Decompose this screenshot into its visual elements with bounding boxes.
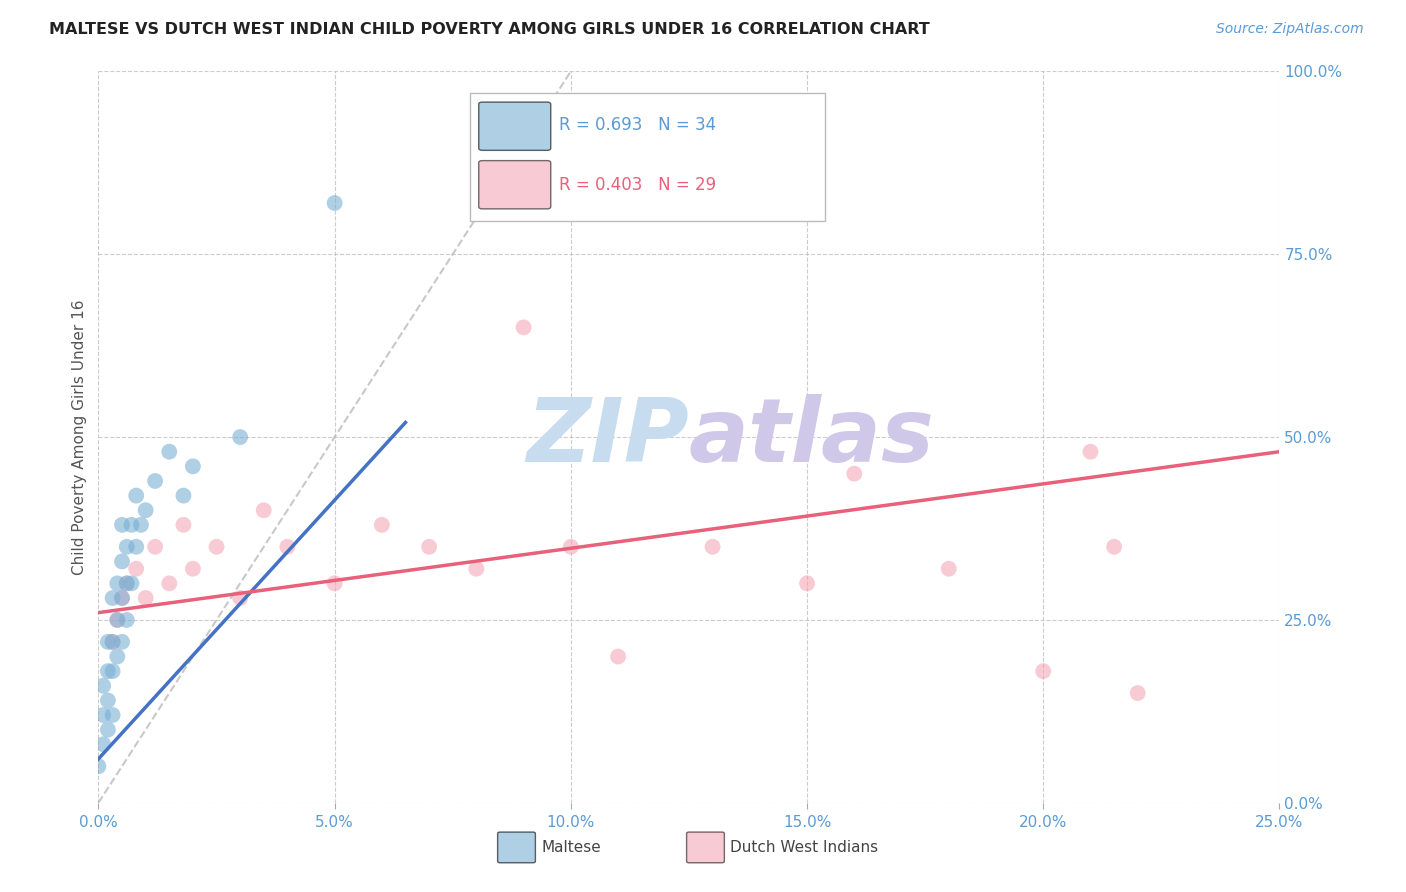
- Point: [105, 613, 128, 627]
- Point: [91, 708, 114, 723]
- Point: [172, 489, 194, 503]
- Point: [111, 517, 134, 532]
- Point: [844, 467, 866, 481]
- Point: [111, 591, 134, 605]
- Text: R = 0.403   N = 29: R = 0.403 N = 29: [560, 176, 716, 194]
- Point: [105, 576, 128, 591]
- Point: [97, 635, 120, 649]
- Point: [97, 664, 120, 678]
- Point: [115, 576, 138, 591]
- Point: [97, 723, 120, 737]
- Point: [135, 591, 157, 605]
- Point: [512, 320, 534, 334]
- Point: [111, 635, 134, 649]
- FancyBboxPatch shape: [471, 94, 825, 221]
- Text: atlas: atlas: [689, 393, 935, 481]
- Text: Source: ZipAtlas.com: Source: ZipAtlas.com: [1216, 22, 1364, 37]
- Point: [125, 562, 148, 576]
- Point: [1126, 686, 1149, 700]
- Point: [91, 679, 114, 693]
- Point: [229, 430, 252, 444]
- Point: [125, 540, 148, 554]
- Point: [125, 489, 148, 503]
- Text: MALTESE VS DUTCH WEST INDIAN CHILD POVERTY AMONG GIRLS UNDER 16 CORRELATION CHAR: MALTESE VS DUTCH WEST INDIAN CHILD POVER…: [49, 22, 929, 37]
- Point: [101, 591, 124, 605]
- Point: [91, 737, 114, 751]
- Point: [121, 517, 143, 532]
- Point: [418, 540, 440, 554]
- FancyBboxPatch shape: [478, 102, 551, 151]
- Point: [1032, 664, 1054, 678]
- Text: ZIP: ZIP: [526, 393, 689, 481]
- Point: [87, 759, 110, 773]
- Text: Maltese: Maltese: [541, 840, 600, 855]
- Point: [135, 503, 157, 517]
- Point: [97, 693, 120, 707]
- Text: R = 0.693   N = 34: R = 0.693 N = 34: [560, 117, 716, 135]
- FancyBboxPatch shape: [498, 832, 536, 863]
- Point: [560, 540, 582, 554]
- Point: [371, 517, 394, 532]
- FancyBboxPatch shape: [686, 832, 724, 863]
- Point: [115, 576, 138, 591]
- Point: [129, 517, 152, 532]
- Point: [253, 503, 276, 517]
- Point: [172, 517, 194, 532]
- FancyBboxPatch shape: [478, 161, 551, 209]
- Point: [115, 540, 138, 554]
- Point: [181, 562, 204, 576]
- Y-axis label: Child Poverty Among Girls Under 16: Child Poverty Among Girls Under 16: [72, 300, 87, 574]
- Point: [101, 708, 124, 723]
- Point: [157, 444, 180, 458]
- Point: [143, 474, 166, 488]
- Text: Dutch West Indians: Dutch West Indians: [730, 840, 879, 855]
- Point: [276, 540, 298, 554]
- Point: [101, 664, 124, 678]
- Point: [143, 540, 166, 554]
- Point: [115, 613, 138, 627]
- Point: [702, 540, 724, 554]
- Point: [101, 635, 124, 649]
- Point: [111, 554, 134, 568]
- Point: [323, 576, 346, 591]
- Point: [157, 576, 180, 591]
- Point: [121, 576, 143, 591]
- Point: [465, 562, 488, 576]
- Point: [938, 562, 960, 576]
- Point: [1080, 444, 1102, 458]
- Point: [323, 196, 346, 211]
- Point: [229, 591, 252, 605]
- Point: [607, 649, 630, 664]
- Point: [1102, 540, 1125, 554]
- Point: [101, 635, 124, 649]
- Point: [796, 576, 818, 591]
- Point: [105, 613, 128, 627]
- Point: [105, 649, 128, 664]
- Point: [181, 459, 204, 474]
- Point: [205, 540, 228, 554]
- Point: [111, 591, 134, 605]
